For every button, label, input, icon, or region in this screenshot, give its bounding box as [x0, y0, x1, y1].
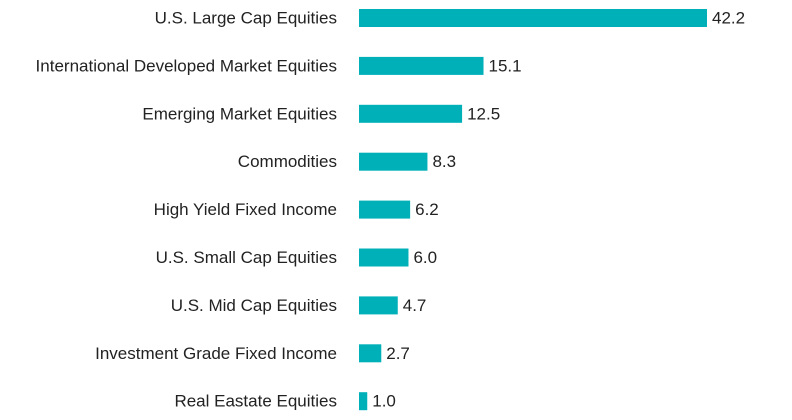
bar [359, 152, 428, 171]
category-label: Commodities [238, 152, 337, 171]
category-label: High Yield Fixed Income [154, 200, 337, 219]
value-label: 12.5 [467, 104, 500, 123]
bar [359, 392, 368, 411]
bar [359, 344, 382, 363]
bar [359, 296, 398, 315]
value-label: 15.1 [489, 56, 522, 75]
value-label: 2.7 [386, 344, 410, 363]
value-label: 42.2 [712, 9, 745, 28]
value-label: 6.2 [415, 200, 439, 219]
bar [359, 56, 484, 75]
category-label: U.S. Large Cap Equities [155, 9, 337, 28]
value-label: 8.3 [432, 152, 456, 171]
bar [359, 9, 707, 27]
bar [359, 200, 411, 219]
category-label: Investment Grade Fixed Income [95, 344, 337, 363]
value-label: 4.7 [403, 296, 427, 315]
category-label: International Developed Market Equities [36, 56, 337, 75]
value-label: 6.0 [413, 248, 437, 267]
category-label: U.S. Small Cap Equities [156, 248, 337, 267]
bar [359, 248, 409, 267]
value-label: 1.0 [372, 392, 396, 411]
category-label: Real Eastate Equities [174, 392, 337, 411]
bar [359, 104, 463, 123]
category-label: Emerging Market Equities [142, 104, 337, 123]
category-label: U.S. Mid Cap Equities [171, 296, 337, 315]
